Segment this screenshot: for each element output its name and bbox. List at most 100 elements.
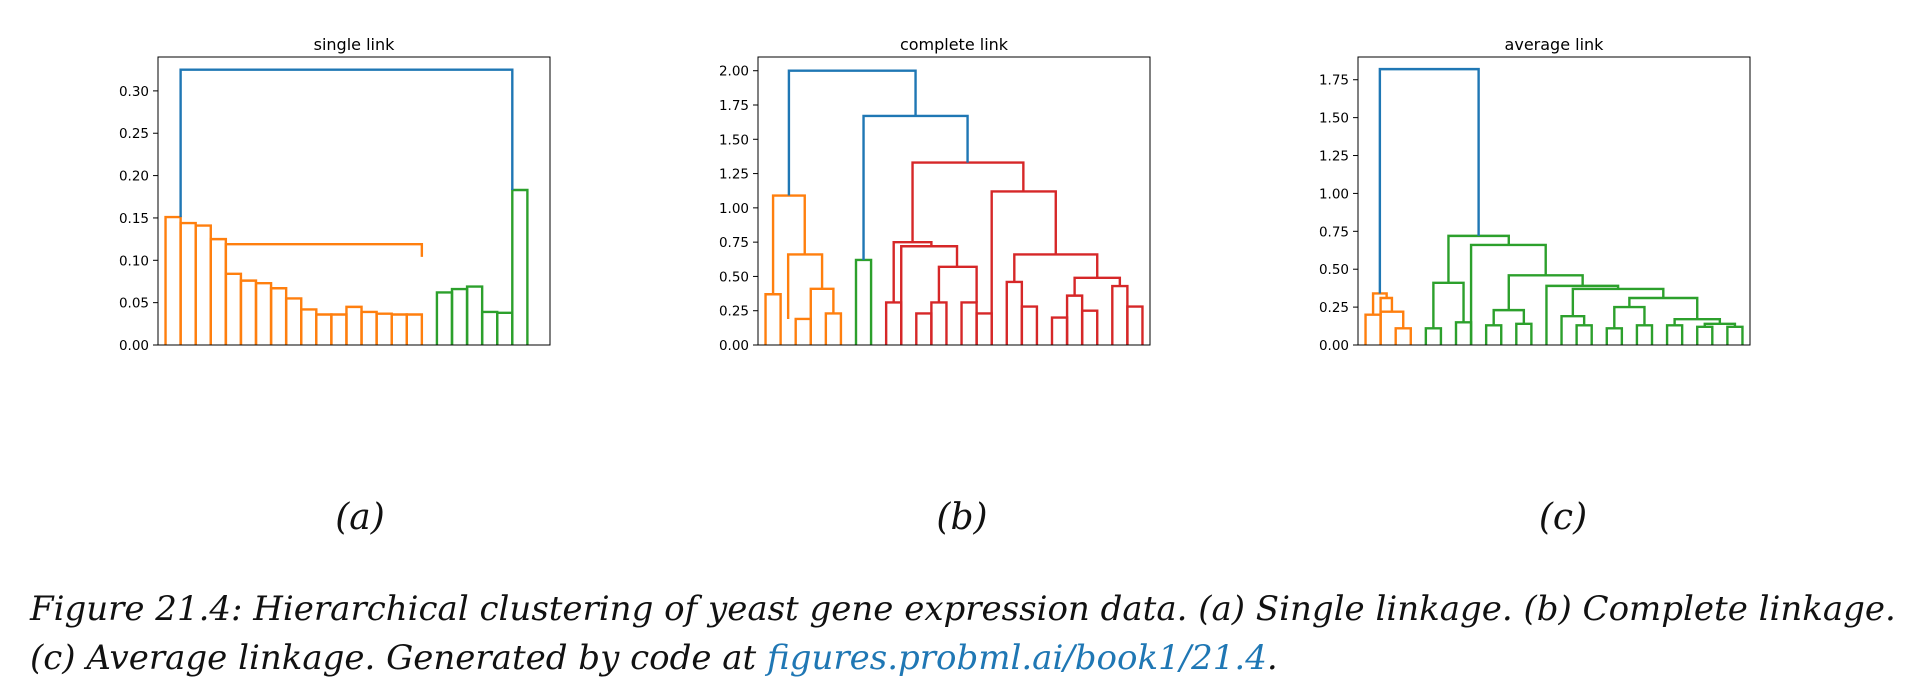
dendrogram-link-green — [1696, 325, 1714, 345]
dendrogram-link-red — [1050, 316, 1069, 345]
dendrogram-link-orange — [164, 215, 182, 345]
dendrogram-link-red — [1020, 305, 1039, 345]
dendrogram-link-orange — [1364, 313, 1382, 345]
dendrogram-link-orange — [194, 224, 212, 345]
dendrogram-link-blue — [1378, 67, 1480, 294]
caption-link[interactable]: figures.probml.ai/book1/21.4 — [767, 638, 1267, 678]
chart-title: complete link — [900, 35, 1009, 54]
y-tick-label: 0.05 — [119, 296, 149, 312]
dendrogram-link-orange — [360, 310, 378, 345]
y-tick-label: 1.00 — [719, 201, 749, 217]
dendrogram-link-green — [1628, 296, 1699, 320]
dendrogram-link-orange — [375, 312, 393, 345]
axes-frame — [1357, 56, 1751, 346]
y-tick-label: 2.00 — [719, 64, 749, 80]
dendrogram-link-green — [1484, 324, 1503, 345]
dendrogram-link-orange — [764, 293, 782, 345]
y-tick-label: 0.25 — [1319, 300, 1349, 316]
dendrogram-link-orange — [179, 221, 197, 345]
dendrogram-link-green — [435, 291, 454, 345]
dendrogram-link-red — [990, 190, 1057, 345]
dendrogram-link-orange — [224, 272, 243, 345]
caption-line-2: (c) Average linkage. Generated by code a… — [30, 634, 1910, 683]
dendrogram-average-link: average link 0.00 0.25 0.50 0.75 1.00 1.25 1.50… — [1319, 35, 1751, 354]
y-tick-label: 0.10 — [119, 253, 149, 269]
dendrogram-link-green — [854, 258, 873, 345]
chart-title: average link — [1505, 35, 1605, 54]
dendrogram-link-orange — [300, 308, 318, 345]
dendrogram-link-orange — [330, 313, 348, 345]
dendrogram-link-orange — [390, 313, 408, 345]
dendrogram-link-red — [892, 240, 933, 303]
dendrogram-link-green — [450, 287, 469, 345]
dendrogram-link-red — [975, 312, 993, 345]
y-tick-label: 0.20 — [119, 169, 149, 185]
y-tick-label: 0.00 — [719, 338, 749, 354]
y-tick-label: 0.15 — [119, 211, 149, 227]
dendrogram-link-red — [1126, 305, 1144, 345]
dendrogram-link-red — [1111, 284, 1129, 345]
y-tick-label: 0.50 — [719, 269, 749, 285]
dendrogram-single-link: single link 0.00 0.05 0.10 0.15 0.20 0.25 0.30 — [119, 35, 551, 354]
dendrogram-link-blue — [862, 114, 969, 260]
dendrogram-complete-link: complete link 0.00 0.25 0.50 0.75 1.00 1.25 1.5… — [719, 35, 1151, 354]
dendrogram-link-green — [1726, 325, 1744, 345]
dendrogram-link-green — [496, 311, 514, 345]
y-tick-label: 1.00 — [1319, 186, 1349, 202]
dendrogram-link-green — [1605, 327, 1624, 345]
dendrogram-link-green — [1635, 324, 1654, 345]
dendrogram-link-green — [1571, 287, 1665, 317]
dendrogram-link-green — [480, 310, 499, 345]
y-tick-label: 0.75 — [719, 235, 749, 251]
y-tick-label: 0.75 — [1319, 224, 1349, 240]
axes-frame — [757, 56, 1151, 346]
axes-frame — [157, 56, 551, 346]
dendrogram-link-orange — [809, 287, 835, 345]
dendrogram-link-orange — [345, 305, 363, 345]
y-tick-label: 0.25 — [719, 304, 749, 320]
dendrogram-link-orange — [315, 313, 333, 345]
y-tick-label: 1.25 — [1319, 149, 1349, 165]
dendrogram-link-green — [465, 285, 484, 345]
panel-label-b: (b) — [936, 497, 988, 538]
dendrogram-link-red — [1005, 280, 1024, 345]
dendrogram-link-orange — [405, 313, 424, 345]
chart-title: single link — [314, 35, 395, 54]
y-tick-label: 0.30 — [119, 84, 149, 100]
figure-caption: Figure 21.4: Hierarchical clustering of … — [30, 585, 1910, 683]
panel-label-a: (a) — [335, 497, 385, 538]
dendrogram-link-orange — [239, 279, 258, 345]
dendrogram-link-blue — [787, 69, 917, 196]
y-tick-label: 0.25 — [119, 126, 149, 142]
dendrogram-link-red — [1065, 294, 1084, 345]
dendrogram-link-red — [930, 301, 948, 345]
dendrogram-link-orange — [794, 317, 812, 345]
dendrogram-link-green — [1515, 322, 1533, 345]
dendrogram-link-red — [915, 312, 933, 345]
dendrogram-link-green — [1575, 324, 1593, 345]
dendrogram-link-green — [1665, 324, 1684, 345]
dendrogram-link-red — [900, 245, 959, 345]
caption-line-2-suffix: . — [1266, 638, 1278, 678]
y-tick-label: 1.50 — [1319, 111, 1349, 127]
y-tick-label: 1.50 — [719, 132, 749, 148]
y-tick-label: 0.00 — [1319, 338, 1349, 354]
dendrogram-link-red — [884, 301, 903, 345]
dendrogram-link-red — [911, 161, 1025, 243]
dendrogram-link-green — [1560, 315, 1586, 345]
y-tick-label: 1.25 — [719, 167, 749, 183]
dendrogram-link-green — [1424, 327, 1443, 345]
dendrogram-link-red — [1080, 309, 1099, 345]
dendrogram-link-orange — [254, 281, 273, 345]
dendrogram-link-red — [960, 301, 978, 345]
dendrogram-link-red — [937, 265, 978, 303]
dendrogram-link-orange — [209, 237, 228, 345]
dendrogram-link-orange — [786, 253, 824, 319]
dendrogram-link-orange — [824, 312, 843, 345]
panel-label-c: (c) — [1538, 497, 1588, 538]
dendrogram-link-orange — [269, 287, 288, 345]
caption-line-1: Figure 21.4: Hierarchical clustering of … — [30, 589, 1896, 629]
dendrogram-link-orange — [1394, 327, 1412, 345]
dendrogram-link-orange — [284, 297, 303, 345]
